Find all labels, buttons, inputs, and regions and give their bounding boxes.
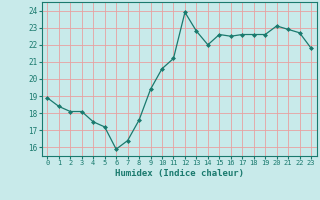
X-axis label: Humidex (Indice chaleur): Humidex (Indice chaleur)	[115, 169, 244, 178]
